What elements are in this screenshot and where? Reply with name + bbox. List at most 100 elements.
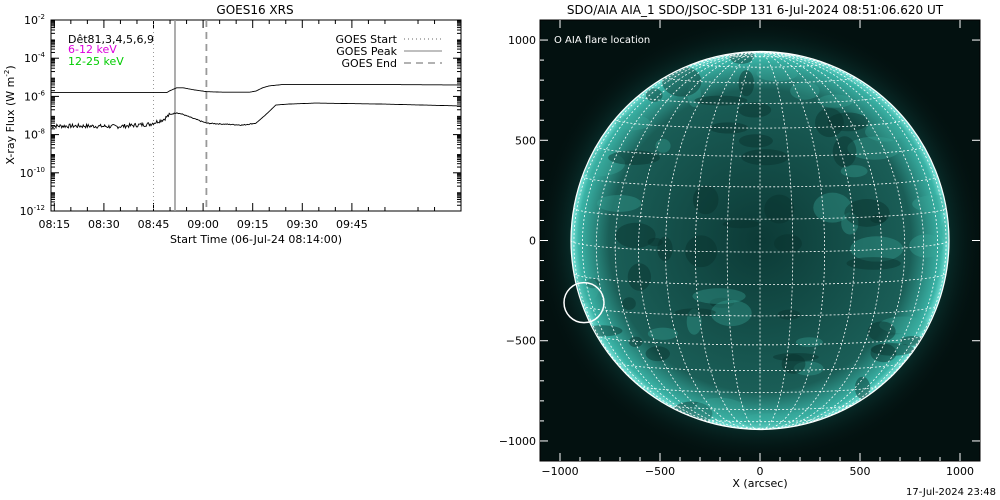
aia-image-plot: SDO/AIA AIA_1 SDO/JSOC-SDP 131 6-Jul-202… (500, 3, 981, 490)
latitude-line (666, 404, 854, 410)
aia-xlabel: X (arcsec) (732, 477, 787, 490)
goes-xlabel: Start Time (06-Jul-24 08:14:00) (170, 233, 342, 246)
aia-y-tick-label: 0 (529, 235, 536, 248)
x-tick-label: 09:30 (286, 218, 318, 231)
longitude-line (759, 51, 906, 430)
surface-feature (774, 234, 802, 253)
surface-feature (850, 236, 904, 262)
surface-feature (827, 112, 869, 132)
flare-location-circle (563, 281, 605, 324)
x-axis-ticks: 08:15 08:30 08:45 09:00 09:15 09:30 09:45 (38, 20, 436, 231)
footer-timestamp: 17-Jul-2024 23:48 (905, 487, 996, 498)
surface-feature (795, 337, 823, 347)
surface-feature (628, 336, 643, 348)
y-tick-label: 10-6 (24, 89, 46, 103)
longitude-line (759, 51, 882, 430)
event-legend-label: GOES Peak (336, 45, 397, 58)
aia-x-tick-label: 500 (850, 465, 871, 478)
detector-list-label: Dêt81,3,4,5,6,9 (68, 33, 154, 46)
latitude-line (615, 362, 905, 371)
aia-y-tick-label: 1000 (508, 34, 536, 47)
surface-feature (777, 309, 801, 320)
surface-feature (687, 81, 701, 108)
aia-y-tick-label: −1000 (500, 435, 536, 448)
surface-feature (773, 352, 819, 362)
aia-legend-text: O AIA flare location (554, 35, 650, 46)
longitude-line (595, 51, 761, 429)
longitude-line (726, 51, 761, 430)
x-tick-label: 09:15 (237, 218, 269, 231)
channel-6-12-label: 6-12 keV (68, 43, 117, 56)
aia-legend: O AIA flare location (554, 35, 650, 46)
aia-x-tick-label: −500 (645, 465, 675, 478)
surface-feature (764, 194, 795, 224)
surface-feature (832, 136, 857, 168)
surface-feature (738, 102, 772, 118)
surface-feature (756, 65, 798, 82)
surface-feature (709, 122, 749, 134)
flux-line-1 (51, 84, 461, 94)
aia-x-axis-ticks: −1000 −500 0 500 1000 (541, 20, 974, 478)
aia-image-area (540, 20, 980, 461)
longitude-line (573, 51, 761, 419)
y-tick-label: 10-2 (24, 13, 45, 27)
surface-feature (622, 297, 636, 310)
aia-x-tick-label: 0 (757, 465, 764, 478)
surface-feature (741, 149, 789, 166)
goes-xrs-plot: GOES16 XRS 10-12 10-10 10-8 10-6 10-4 10-2 08… (3, 3, 462, 246)
y-tick-label: 10-4 (24, 51, 46, 65)
longitude-line (695, 51, 761, 430)
y-axis-ticks: 10-12 10-10 10-8 10-6 10-4 10-2 (20, 13, 461, 218)
longitude-line (759, 51, 947, 419)
surface-feature (657, 236, 673, 262)
longitude-line (759, 51, 794, 430)
longitude-line (759, 51, 925, 429)
solar-limb (570, 50, 950, 431)
surface-feature (674, 308, 716, 317)
longitude-line (759, 51, 939, 427)
surface-feature (738, 134, 773, 148)
surface-feature (692, 288, 746, 304)
event-legend-label: GOES Start (336, 33, 398, 46)
surface-feature (867, 321, 896, 342)
longitude-line (665, 51, 761, 430)
surface-feature (647, 327, 678, 340)
aia-y-tick-label: −500 (506, 335, 536, 348)
surface-feature (627, 263, 652, 291)
surface-feature (844, 199, 890, 227)
latitude-line (665, 76, 855, 84)
longitude-line (759, 51, 855, 430)
surface-feature (879, 316, 929, 334)
surface-feature (645, 346, 670, 362)
surface-feature (793, 361, 824, 376)
longitude-line (638, 51, 761, 430)
surface-feature (608, 150, 660, 165)
surface-feature (790, 82, 820, 100)
aia-x-tick-label: 1000 (946, 465, 974, 478)
surface-feature (655, 138, 671, 153)
surface-feature (781, 353, 806, 374)
surface-feature (817, 94, 853, 108)
surface-feature (813, 192, 852, 223)
surface-feature (846, 257, 901, 270)
event-legend-label: GOES End (341, 57, 397, 70)
goes-ylabel: X-ray Flux (W m-2) (3, 65, 17, 164)
longitude-line (614, 51, 761, 430)
event-markers (153, 20, 208, 211)
longitude-line (759, 51, 825, 430)
aia-x-tick-label: −1000 (541, 465, 578, 478)
aia-y-tick-label: 500 (515, 134, 536, 147)
aia-y-axis-ticks: 1000 500 0 −500 −1000 (500, 34, 980, 448)
surface-feature (615, 222, 656, 249)
x-tick-label: 08:15 (38, 218, 70, 231)
surface-feature (647, 237, 663, 247)
surface-feature (722, 219, 760, 229)
goes-title: GOES16 XRS (216, 3, 293, 17)
flux-line-2 (50, 102, 461, 130)
aia-title: SDO/AIA AIA_1 SDO/JSOC-SDP 131 6-Jul-202… (567, 3, 944, 17)
x-tick-label: 09:45 (336, 218, 368, 231)
x-tick-label: 08:45 (138, 218, 170, 231)
surface-feature (865, 122, 906, 142)
